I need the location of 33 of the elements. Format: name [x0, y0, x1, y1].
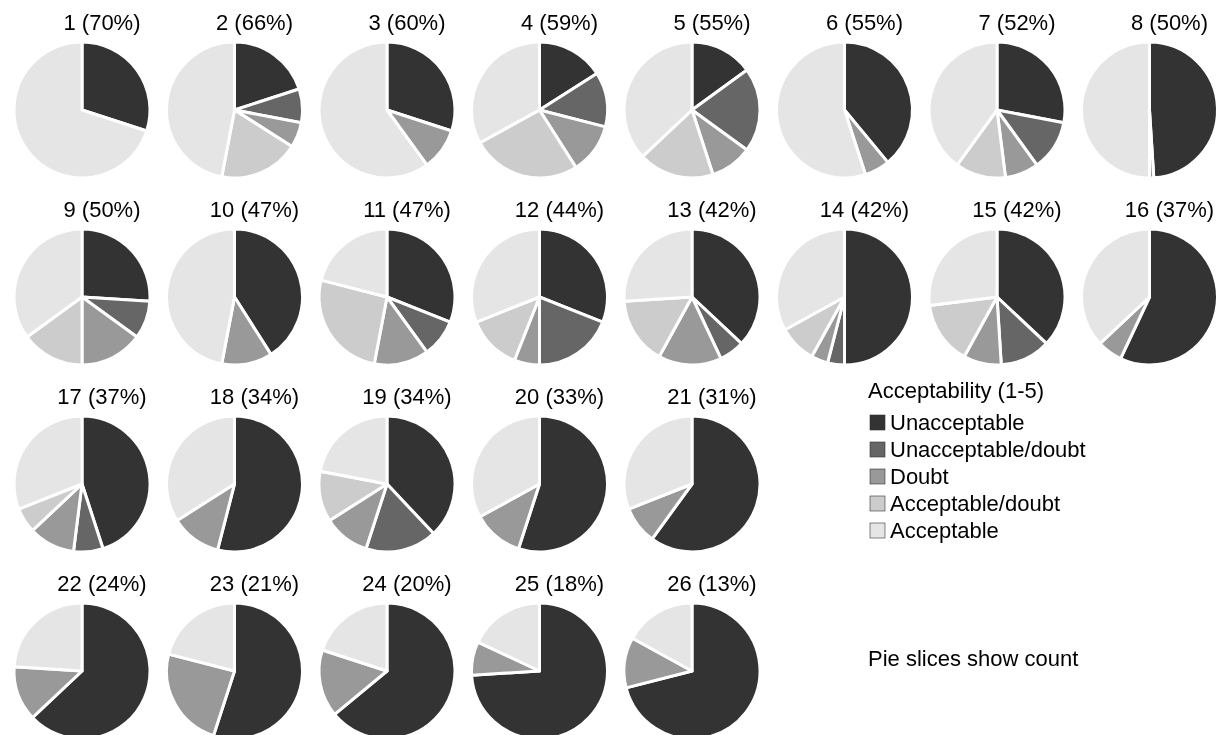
chart-title: 22 (24%)	[57, 571, 147, 596]
chart-title: 3 (60%)	[368, 10, 446, 35]
legend-label: Unacceptable/doubt	[890, 437, 1086, 462]
chart-title: 13 (42%)	[667, 197, 757, 222]
text: 26 (13%)	[667, 571, 757, 596]
chart-title: 10 (47%)	[209, 197, 300, 222]
chart-title: 15 (42%)	[972, 197, 1062, 222]
chart-title: 7 (52%)	[978, 10, 1056, 35]
chart-title: 21 (31%)	[667, 384, 757, 409]
legend-label: Acceptable	[890, 518, 999, 543]
chart-title: 24 (20%)	[362, 571, 452, 596]
chart-title: 18 (34%)	[209, 384, 300, 409]
chart-title: 4 (59%)	[520, 10, 599, 35]
chart-title: 25 (18%)	[514, 571, 605, 596]
chart-title: 12 (44%)	[514, 197, 605, 222]
chart-title: 23 (21%)	[209, 571, 300, 596]
chart-title: 19 (34%)	[362, 384, 452, 409]
chart-title: 20 (33%)	[514, 384, 605, 409]
legend-label: Acceptable/doubt	[890, 491, 1061, 516]
chart-title: 5 (55%)	[673, 10, 751, 35]
legend-label: Unacceptable	[890, 410, 1025, 435]
text: Pie slices show count	[868, 646, 1079, 671]
chart-title: 9 (50%)	[63, 197, 141, 222]
chart-title: 16 (37%)	[1124, 197, 1215, 222]
chart-title: 17 (37%)	[57, 384, 147, 409]
chart-title: 6 (55%)	[825, 10, 904, 35]
chart-title: 11 (47%)	[363, 197, 451, 222]
chart-title: 14 (42%)	[819, 197, 910, 222]
legend-label: Doubt	[890, 464, 949, 489]
chart-title: 2 (66%)	[215, 10, 294, 35]
chart-title: 8 (50%)	[1130, 10, 1209, 35]
legend-title: Acceptability (1-5)	[868, 378, 1045, 403]
chart-title: 1 (70%)	[63, 10, 141, 35]
